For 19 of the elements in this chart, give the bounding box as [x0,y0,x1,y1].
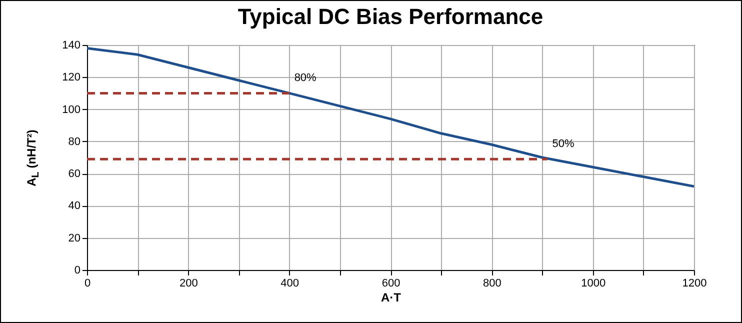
y-tick-label: 80 [68,136,80,148]
y-tick-label: 0 [74,264,80,276]
annotation: 50% [552,138,575,150]
x-tick-label: 0 [84,278,91,290]
x-tick-label: 800 [482,278,502,290]
x-tick-label: 200 [179,278,198,290]
y-tick-label: 140 [62,40,80,52]
y-tick-label: 60 [68,168,80,180]
chart-title: Typical DC Bias Performance [238,4,544,29]
y-tick-label: 20 [68,232,80,244]
x-axis-title: A·T [381,290,402,304]
x-tick-label: 1200 [682,278,707,290]
x-tick-label: 600 [382,278,400,290]
y-tick-label: 120 [62,72,80,84]
y-tick-label: 40 [68,200,80,212]
x-tick-label: 1000 [581,278,606,290]
x-tick-label: 400 [280,278,300,290]
y-tick-label: 100 [62,104,80,116]
annotation: 80% [294,72,317,84]
